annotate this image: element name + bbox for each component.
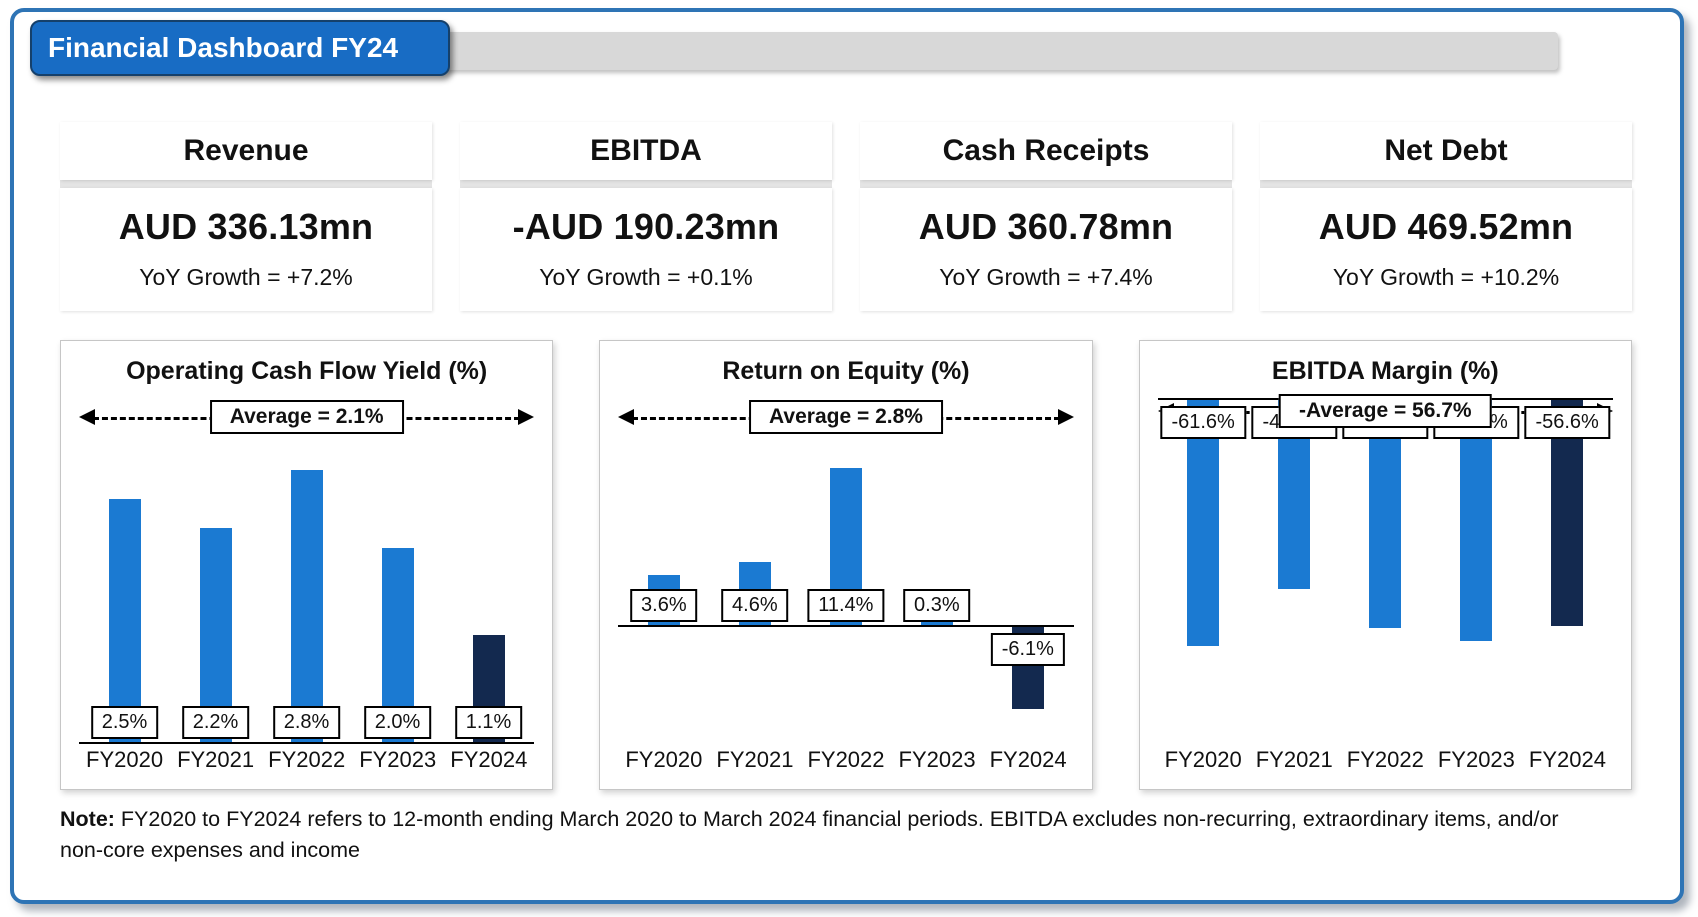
x-axis-label: FY2021: [177, 747, 255, 772]
bar-FY2022: [290, 470, 323, 742]
dashed-arrow-left-icon: [618, 409, 635, 425]
x-axis-label: FY2022: [268, 747, 346, 772]
x-axis-line: [618, 624, 1074, 627]
kpi-body: AUD 360.78mn YoY Growth = +7.4%: [860, 188, 1232, 311]
bar-FY2020: [108, 499, 141, 742]
x-axis-labels: FY2020 FY2021 FY2022 FY2023 FY2024: [79, 747, 534, 781]
kpi-row: Revenue AUD 336.13mn YoY Growth = +7.2% …: [60, 122, 1632, 311]
kpi-title: Net Debt: [1260, 122, 1632, 180]
data-label-FY2023: 0.3%: [903, 588, 971, 622]
kpi-yoy-growth: YoY Growth = +0.1%: [539, 264, 753, 290]
x-axis-label: FY2020: [625, 747, 703, 772]
x-axis-label: FY2022: [807, 747, 885, 772]
kpi-value: AUD 336.13mn: [118, 206, 374, 247]
x-axis-label: FY2024: [450, 747, 528, 772]
chart-body: Average = 2.8% 3.6% 4.6% 11.4% 0.3% -6.1% FY…: [610, 390, 1081, 783]
x-axis-line: [79, 742, 535, 744]
x-axis-label: FY2024: [1528, 747, 1606, 772]
kpi-card-net-debt: Net Debt AUD 469.52mn YoY Growth = +10.2…: [1260, 122, 1632, 311]
kpi-title: Revenue: [60, 122, 432, 180]
footnote: Note: FY2020 to FY2024 refers to 12-mont…: [60, 804, 1570, 866]
x-axis-label: FY2023: [359, 747, 437, 772]
average-annotation: Average = 2.1%: [79, 400, 535, 434]
data-label-FY2022: 11.4%: [807, 588, 885, 622]
data-label-FY2023: 2.0%: [363, 706, 432, 739]
x-axis-label: FY2021: [716, 747, 794, 772]
kpi-yoy-growth: YoY Growth = +10.2%: [1332, 264, 1560, 290]
kpi-card-ebitda: EBITDA -AUD 190.23mn YoY Growth = +0.1%: [460, 122, 832, 311]
x-axis-label: FY2020: [1164, 747, 1242, 772]
x-axis-label: FY2021: [1255, 747, 1333, 772]
data-label-FY2024: 1.1%: [454, 706, 523, 739]
x-axis-label: FY2022: [1346, 747, 1424, 772]
average-label: Average = 2.1%: [209, 400, 404, 434]
kpi-body: -AUD 190.23mn YoY Growth = +0.1%: [460, 188, 832, 311]
data-label-FY2024: -56.6%: [1524, 406, 1610, 439]
dashed-arrow-right-icon: [1057, 409, 1074, 425]
chart-panel-operating-cash-flow-yield: Operating Cash Flow Yield (%) Average = …: [60, 340, 554, 790]
dashed-arrow-left-icon: [79, 409, 95, 425]
charts-row: Operating Cash Flow Yield (%) Average = …: [60, 340, 1632, 790]
kpi-body: AUD 469.52mn YoY Growth = +10.2%: [1260, 188, 1632, 311]
bar-FY2023: [920, 620, 953, 625]
page-title-text: Financial Dashboard FY24: [48, 32, 399, 63]
x-axis-labels: FY2020 FY2021 FY2022 FY2023 FY2024: [1158, 747, 1613, 781]
average-label: -Average = 56.7%: [1279, 394, 1492, 428]
kpi-value: -AUD 190.23mn: [512, 206, 780, 247]
data-label-FY2020: -61.6%: [1160, 406, 1246, 439]
chart-panel-ebitda-margin: EBITDA Margin (%) -Average = 56.7% -61.6…: [1138, 340, 1632, 790]
footnote-text: FY2020 to FY2024 refers to 12-month endi…: [60, 807, 1559, 863]
chart-title: EBITDA Margin (%): [1271, 357, 1499, 385]
chart-body: -Average = 56.7% -61.6%-47.4%-57.2%-60.4…: [1150, 390, 1621, 783]
data-label-FY2022: 2.8%: [272, 706, 341, 739]
x-axis-label: FY2020: [86, 747, 164, 772]
data-label-FY2020: 2.5%: [90, 706, 159, 739]
plot-area: 3.6% 4.6% 11.4% 0.3% -6.1%: [618, 438, 1074, 750]
bar-FY2020: [1187, 398, 1220, 646]
plot-area: -61.6%-47.4%-57.2%-60.4%-56.6%: [1157, 390, 1613, 748]
chart-title: Return on Equity (%): [722, 357, 970, 385]
kpi-yoy-growth: YoY Growth = +7.4%: [939, 264, 1153, 290]
data-label-FY2021: 2.2%: [181, 706, 250, 739]
kpi-yoy-growth: YoY Growth = +7.2%: [139, 264, 353, 290]
x-axis-label: FY2024: [989, 747, 1067, 772]
kpi-card-cash-receipts: Cash Receipts AUD 360.78mn YoY Growth = …: [860, 122, 1232, 311]
kpi-title: Cash Receipts: [860, 122, 1232, 180]
x-axis-label: FY2023: [1437, 747, 1515, 772]
kpi-body: AUD 336.13mn YoY Growth = +7.2%: [60, 188, 432, 311]
data-label-FY2024: -6.1%: [990, 632, 1065, 666]
chart-title: Operating Cash Flow Yield (%): [126, 357, 488, 385]
data-label-FY2021: 4.6%: [721, 588, 789, 622]
kpi-value: AUD 469.52mn: [1318, 206, 1574, 247]
x-axis-label: FY2023: [898, 747, 976, 772]
kpi-card-revenue: Revenue AUD 336.13mn YoY Growth = +7.2%: [60, 122, 432, 311]
footnote-prefix: Note:: [60, 807, 115, 831]
dashed-arrow-right-icon: [518, 409, 535, 425]
plot-area: 2.5% 2.2% 2.8% 2.0% 1.1%: [79, 438, 535, 750]
x-axis-labels: FY2020 FY2021 FY2022 FY2023 FY2024: [618, 747, 1073, 781]
chart-body: Average = 2.1% 2.5% 2.2% 2.8% 2.0% 1.1% FY20…: [71, 390, 542, 783]
average-annotation: Average = 2.8%: [618, 400, 1074, 434]
average-annotation: -Average = 56.7%: [1157, 394, 1613, 428]
chart-panel-return-on-equity: Return on Equity (%) Average = 2.8% 3.6%…: [599, 340, 1093, 790]
kpi-value: AUD 360.78mn: [918, 206, 1174, 247]
kpi-title: EBITDA: [460, 122, 832, 180]
data-label-FY2020: 3.6%: [630, 588, 698, 622]
page-title: Financial Dashboard FY24: [30, 20, 450, 76]
average-label: Average = 2.8%: [749, 400, 943, 434]
